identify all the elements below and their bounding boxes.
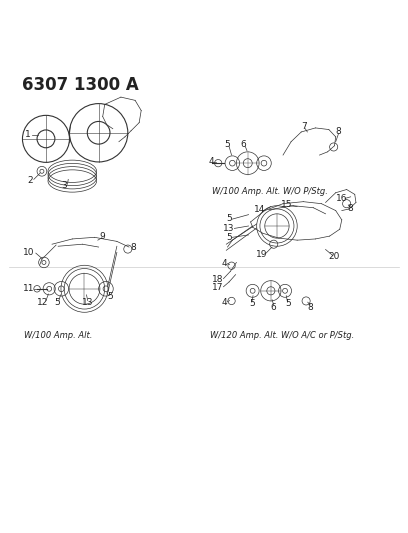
Text: 9: 9 (99, 232, 105, 240)
Text: 4: 4 (222, 298, 227, 308)
Text: 2: 2 (28, 176, 33, 185)
Text: 1: 1 (25, 130, 31, 139)
Text: 5: 5 (226, 233, 232, 242)
Text: 5: 5 (226, 214, 232, 223)
Text: W/120 Amp. Alt. W/O A/C or P/Stg.: W/120 Amp. Alt. W/O A/C or P/Stg. (210, 332, 354, 341)
Text: 8: 8 (348, 205, 354, 213)
Text: 5: 5 (107, 293, 113, 301)
Text: 3: 3 (61, 181, 67, 190)
Text: 7: 7 (302, 122, 307, 131)
Text: W/100 Amp. Alt.: W/100 Amp. Alt. (24, 332, 92, 341)
Text: 5: 5 (286, 300, 291, 308)
Text: 4: 4 (222, 259, 227, 268)
Text: 19: 19 (256, 250, 267, 259)
Text: 5: 5 (54, 297, 60, 306)
Text: 13: 13 (223, 223, 235, 232)
Text: W/100 Amp. Alt. W/O P/Stg.: W/100 Amp. Alt. W/O P/Stg. (212, 188, 328, 197)
Text: 6: 6 (270, 303, 276, 311)
Text: 17: 17 (213, 283, 224, 292)
Text: 6: 6 (241, 140, 246, 149)
Text: 4: 4 (208, 157, 214, 166)
Text: 5: 5 (249, 300, 255, 308)
Text: 16: 16 (336, 194, 348, 203)
Text: 15: 15 (282, 200, 293, 209)
Text: 8: 8 (130, 243, 136, 252)
Text: 5: 5 (225, 140, 231, 149)
Text: 12: 12 (37, 297, 49, 306)
Text: 11: 11 (23, 284, 35, 293)
Text: 13: 13 (82, 297, 93, 306)
Text: 18: 18 (213, 275, 224, 284)
Text: 20: 20 (329, 252, 340, 261)
Text: 6307 1300 A: 6307 1300 A (22, 76, 138, 94)
Text: 14: 14 (254, 205, 266, 214)
Text: 8: 8 (336, 127, 341, 136)
Text: 10: 10 (23, 248, 35, 257)
Text: 8: 8 (307, 303, 313, 311)
